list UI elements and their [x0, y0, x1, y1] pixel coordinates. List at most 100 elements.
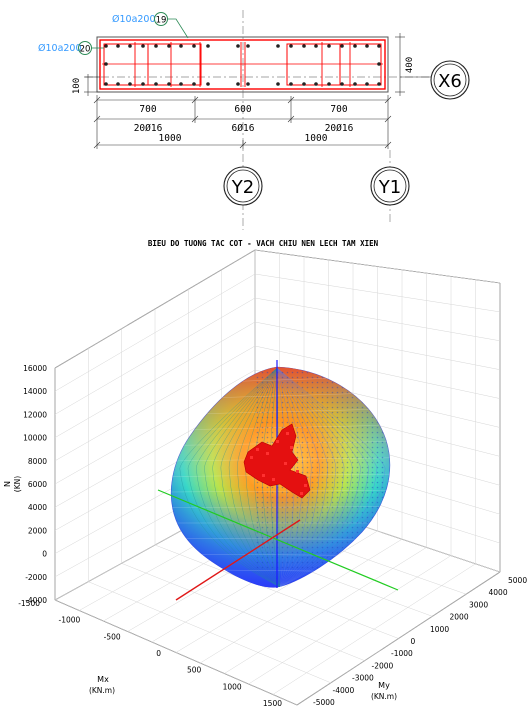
- n-tick-label: 12000: [23, 410, 47, 419]
- interaction-diagram: BIEU DO TUONG TAC COT - VACH CHIU NEN LE…: [3, 239, 527, 708]
- load-point: [250, 456, 253, 459]
- my-tick-label: 2000: [450, 613, 469, 622]
- rebar-top: [116, 44, 120, 48]
- wall-outline: [96, 36, 389, 93]
- tag-19-leader: [167, 18, 189, 39]
- surface-meridian: [220, 367, 281, 588]
- dim-1000-left: 1000: [159, 133, 182, 144]
- surface-meridian: [179, 367, 281, 588]
- wall-section-drawing: Ø10a200 19 Ø10a200 20: [38, 10, 470, 230]
- rebar-top: [192, 44, 196, 48]
- dim-bars-right: 20Ø16: [325, 123, 354, 134]
- rebar-top: [154, 44, 158, 48]
- grid-floor-b: [175, 530, 378, 653]
- load-points-cloud: [243, 423, 311, 499]
- axis-bubble-y2: Y2: [223, 166, 263, 206]
- rebar-top: [104, 44, 108, 48]
- surface-meridian: [204, 367, 281, 588]
- surface-meridian: [187, 367, 281, 588]
- mx-tick-label: 0: [156, 649, 161, 658]
- rebar-bottom: [128, 82, 132, 86]
- my-axis-line: [157, 489, 399, 591]
- rebar-bottom: [141, 82, 145, 86]
- tag-stirrup-19: Ø10a200 19: [112, 12, 189, 39]
- n-axis-title: N: [3, 481, 12, 487]
- my-tick-label: 0: [411, 637, 416, 646]
- load-points-region: [243, 423, 311, 499]
- mx-tick-label: -1500: [18, 599, 40, 608]
- load-point: [276, 440, 279, 443]
- rebar-bottom: [314, 82, 318, 86]
- rebar-bottom: [327, 82, 331, 86]
- rebar-bottom: [179, 82, 183, 86]
- rebar-bottom: [154, 82, 158, 86]
- load-point: [256, 448, 259, 451]
- rebar-top: [302, 44, 306, 48]
- load-point: [284, 462, 287, 465]
- n-axis-ticks: 16000 14000 12000 10000 8000 6000 4000 2000 0 -20…: [23, 364, 47, 605]
- rebar-bottom: [353, 82, 357, 86]
- n-tick-label: -4000: [25, 596, 47, 605]
- my-tick-label: 3000: [469, 600, 488, 609]
- my-tick-label: -1000: [391, 649, 413, 658]
- rebar-bottom: [206, 82, 210, 86]
- stirrup-outer: [99, 39, 386, 90]
- load-point: [290, 446, 293, 449]
- rebar-dots: [104, 44, 381, 86]
- tag-19-number: 19: [156, 16, 167, 26]
- tag-19-text: Ø10a200: [112, 14, 156, 25]
- rebar-top: [236, 44, 240, 48]
- rebar-top: [206, 44, 210, 48]
- stirrup-hoop: [103, 43, 149, 86]
- mx-tick-label: -1000: [59, 616, 81, 625]
- my-axis-label: My (KN.m): [371, 681, 397, 701]
- n-tick-label: 4000: [28, 503, 47, 512]
- grid-floor-b: [248, 555, 452, 685]
- mx-axis-unit: (KN.m): [89, 686, 115, 695]
- rebar-top: [179, 44, 183, 48]
- dim-700-right: 700: [330, 104, 347, 115]
- rebar-top: [141, 44, 145, 48]
- load-point: [262, 474, 265, 477]
- grid-floor-b: [224, 547, 427, 674]
- my-tick-label: 1000: [430, 625, 449, 634]
- axis-label-y1: Y1: [378, 177, 401, 198]
- rebar-bottom: [246, 82, 250, 86]
- rebar-bottom: [340, 82, 344, 86]
- my-tick-label: 4000: [489, 588, 508, 597]
- rebar-bottom: [192, 82, 196, 86]
- surface-meridian: [196, 367, 281, 588]
- grid-floor-b: [272, 563, 476, 695]
- rebar-bottom: [302, 82, 306, 86]
- load-point: [266, 452, 269, 455]
- rebar-top: [340, 44, 344, 48]
- rebar-bottom: [104, 82, 108, 86]
- load-point: [300, 492, 303, 495]
- rebar-bottom: [289, 82, 293, 86]
- rebar-top: [353, 44, 357, 48]
- tag-20-number: 20: [80, 45, 91, 55]
- n-tick-label: 0: [42, 550, 47, 559]
- rebar-top: [128, 44, 132, 48]
- load-point: [296, 470, 299, 473]
- mx-tick-label: 1000: [223, 682, 242, 691]
- rebar-bottom: [377, 82, 381, 86]
- axis-bubble-y1: Y1: [370, 166, 410, 206]
- my-axis-title: My: [378, 681, 390, 690]
- n-tick-label: 14000: [23, 387, 47, 396]
- my-tick-label: -2000: [372, 661, 394, 670]
- n-tick-label: 10000: [23, 434, 47, 443]
- load-point: [286, 432, 289, 435]
- rebar-bottom: [236, 82, 240, 86]
- dim-1000-right: 1000: [305, 133, 328, 144]
- n-tick-label: 6000: [28, 480, 47, 489]
- rebar-top: [314, 44, 318, 48]
- rebar-top: [365, 44, 369, 48]
- stirrup-hoop: [147, 43, 202, 86]
- mx-tick-label: 1500: [263, 699, 282, 708]
- load-point: [272, 478, 275, 481]
- stirrup-hoop: [339, 43, 382, 86]
- tag-stirrup-20: Ø10a200 20: [38, 41, 104, 55]
